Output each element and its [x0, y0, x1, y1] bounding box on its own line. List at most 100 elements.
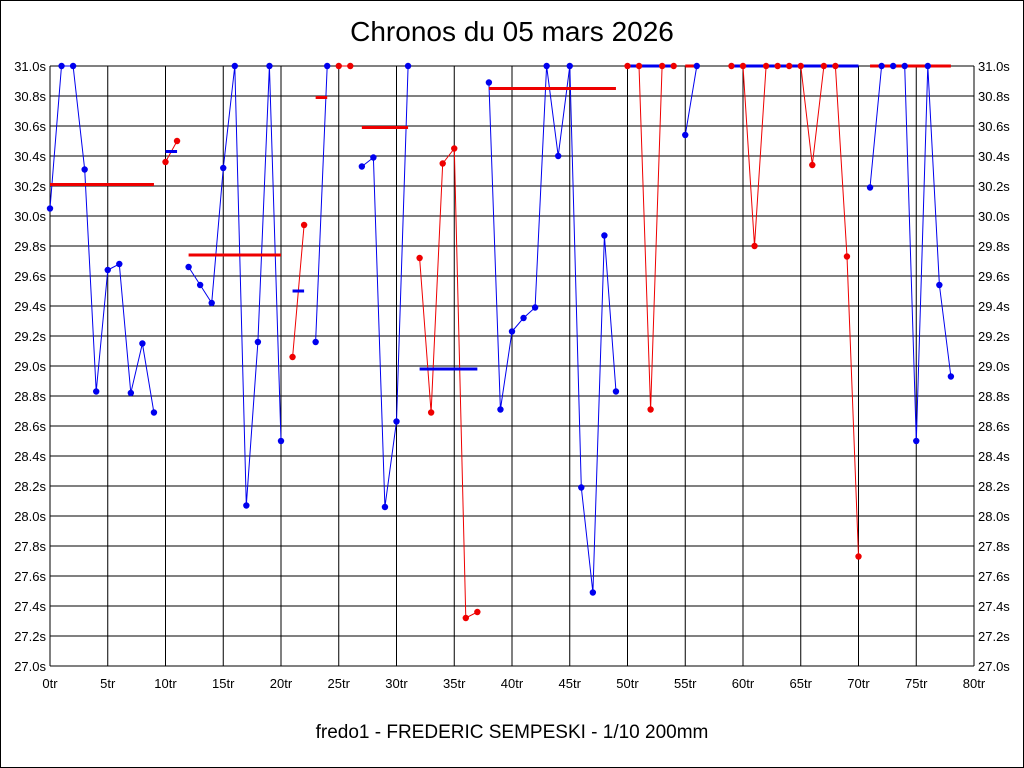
x-tick-label: 75tr [905, 676, 928, 691]
data-point [196, 281, 204, 289]
data-point [889, 62, 897, 70]
y-tick-label-right: 27.6s [978, 569, 1010, 584]
y-tick-label-right: 27.8s [978, 539, 1010, 554]
data-point [451, 145, 458, 152]
data-point [277, 437, 285, 445]
data-point [416, 254, 423, 262]
y-tick-label-left: 29.8s [14, 239, 46, 254]
y-tick-label-right: 31.0s [978, 59, 1010, 74]
series-line-segment-11 [684, 65, 698, 136]
chart-subtitle: fredo1 - FREDERIC SEMPESKI - 1/10 200mm [315, 722, 709, 743]
y-tick-label-left: 30.4s [14, 149, 46, 164]
series-line-segment-7 [361, 65, 409, 508]
data-point [46, 205, 54, 212]
data-point [347, 62, 354, 70]
x-tick-label: 60tr [732, 676, 755, 691]
data-point [116, 260, 123, 268]
data-point [543, 62, 550, 70]
data-point [335, 62, 342, 70]
y-tick-label-right: 30.0s [978, 209, 1010, 224]
x-tick-label: 45tr [559, 676, 582, 691]
data-point [393, 418, 400, 425]
data-point [601, 232, 608, 239]
data-point [289, 353, 296, 361]
data-point [670, 62, 677, 70]
y-tick-label-left: 30.6s [14, 119, 46, 134]
x-tick-label: 65tr [790, 676, 813, 691]
y-tick-label-left: 28.6s [14, 419, 46, 434]
data-point [312, 338, 319, 346]
y-tick-label-right: 28.4s [978, 449, 1010, 464]
data-point [578, 484, 585, 491]
y-tick-label-left: 27.2s [14, 629, 46, 644]
y-tick-label-right: 27.0s [978, 659, 1010, 674]
data-point [947, 373, 955, 380]
y-tick-label-left: 28.8s [14, 389, 46, 404]
x-tick-label: 0tr [42, 676, 58, 691]
x-tick-label: 10tr [154, 676, 177, 691]
data-point [728, 62, 735, 70]
y-tick-label-right: 28.8s [978, 389, 1010, 404]
y-tick-label-left: 27.6s [14, 569, 46, 584]
y-tick-label-right: 28.2s [978, 479, 1010, 494]
data-point [913, 437, 920, 445]
y-tick-label-left: 27.4s [14, 599, 46, 614]
data-point [208, 299, 215, 307]
y-tick-label-right: 30.8s [978, 89, 1010, 104]
x-tick-label: 25tr [328, 676, 351, 691]
y-tick-label-left: 28.2s [14, 479, 46, 494]
y-tick-label-left: 31.0s [14, 59, 46, 74]
data-point [693, 62, 700, 70]
data-point [254, 338, 262, 346]
data-point [797, 62, 804, 70]
data-point [300, 221, 308, 229]
data-point [58, 62, 65, 70]
data-point [520, 314, 527, 322]
data-point [866, 184, 874, 191]
x-tick-label: 70tr [847, 676, 870, 691]
data-point [243, 502, 250, 509]
data-point [624, 62, 631, 70]
data-point [220, 164, 227, 172]
data-point [266, 62, 273, 70]
data-point [324, 62, 331, 70]
data-point [231, 62, 238, 70]
data-point [774, 62, 781, 70]
data-point [427, 409, 435, 416]
data-point [589, 589, 597, 596]
data-point [474, 608, 481, 616]
data-point [682, 131, 689, 139]
y-tick-label-right: 30.4s [978, 149, 1010, 164]
data-point [162, 158, 169, 166]
data-point [370, 154, 377, 161]
y-tick-label-right: 30.2s [978, 179, 1010, 194]
data-point [404, 62, 412, 70]
y-tick-label-left: 29.0s [14, 359, 46, 374]
data-point [81, 166, 88, 173]
x-tick-label: 20tr [270, 676, 293, 691]
y-tick-label-right: 28.6s [978, 419, 1010, 434]
x-tick-label: 30tr [385, 676, 408, 691]
x-tick-label: 40tr [501, 676, 524, 691]
data-point [381, 503, 389, 511]
data-point [566, 62, 573, 70]
y-tick-label-left: 30.0s [14, 209, 46, 224]
y-tick-label-right: 27.4s [978, 599, 1010, 614]
y-tick-label-left: 27.8s [14, 539, 46, 554]
x-tick-label: 5tr [100, 676, 116, 691]
data-point [555, 152, 562, 160]
data-point [104, 266, 111, 274]
data-point [843, 253, 851, 260]
y-tick-label-left: 28.4s [14, 449, 46, 464]
data-point [786, 62, 793, 70]
y-tick-label-right: 27.2s [978, 629, 1010, 644]
data-point [647, 406, 654, 413]
y-tick-label-left: 30.8s [14, 89, 46, 104]
y-tick-label-right: 28.0s [978, 509, 1010, 524]
series-line-segment-12 [731, 65, 859, 557]
data-point [635, 62, 643, 70]
x-tick-label: 15tr [212, 676, 235, 691]
y-tick-label-left: 29.4s [14, 299, 46, 314]
data-point [185, 263, 192, 271]
